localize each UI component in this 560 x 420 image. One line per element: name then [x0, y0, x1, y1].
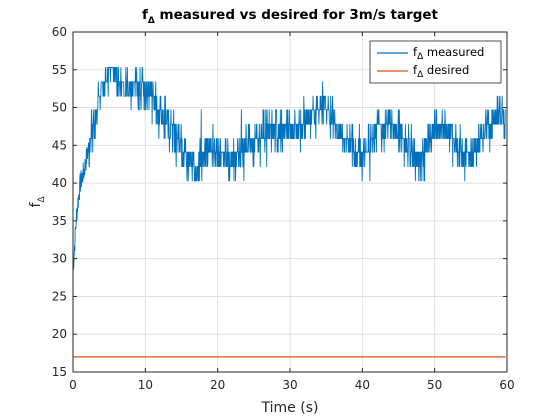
y-tick-label: 55 [52, 63, 67, 77]
y-tick-label: 60 [52, 25, 67, 39]
y-tick-label: 30 [52, 252, 67, 266]
y-axis-label-main: f [28, 202, 44, 208]
title-subscript: Δ [148, 16, 155, 26]
x-tick-label: 60 [499, 378, 514, 392]
legend-measured-subscript: Δ [417, 52, 424, 62]
y-tick-label: 40 [52, 176, 67, 190]
series-line-measured [72, 67, 506, 271]
title-main: f [142, 7, 148, 23]
legend-desired-rest: desired [423, 63, 469, 77]
legend-desired-main: f [413, 63, 418, 77]
y-axis-label: fΔ [28, 196, 47, 208]
legend-entry-measured: fΔ measured [413, 45, 484, 62]
x-tick-label: 10 [138, 378, 153, 392]
x-tick-label: 0 [69, 378, 77, 392]
x-tick-label: 50 [427, 378, 442, 392]
y-tick-label: 20 [52, 327, 67, 341]
legend-entry-desired: fΔ desired [413, 63, 469, 80]
x-axis-label: Time (s) [261, 400, 319, 416]
title-rest: measured vs desired for 3m/s target [155, 7, 439, 23]
x-tick-label: 30 [282, 378, 297, 392]
legend-box [369, 40, 502, 84]
y-tick-label: 35 [52, 214, 67, 228]
chart-title: fΔ measured vs desired for 3m/s target [142, 7, 439, 26]
y-tick-label: 45 [52, 138, 67, 152]
legend-measured-rest: measured [423, 45, 484, 59]
ticks: 0 10 20 30 40 50 60 15 20 25 30 35 40 45 50 55 60 [52, 25, 515, 392]
legend: fΔ measured fΔ desired [369, 40, 502, 84]
legend-measured-main: f [413, 45, 418, 59]
y-axis-label-subscript: Δ [37, 196, 47, 203]
legend-desired-subscript: Δ [417, 70, 424, 80]
series-layer [72, 67, 506, 358]
x-tick-label: 20 [210, 378, 225, 392]
y-tick-label: 15 [52, 365, 67, 379]
y-tick-label: 25 [52, 289, 67, 303]
x-tick-label: 40 [355, 378, 370, 392]
y-tick-label: 50 [52, 101, 67, 115]
